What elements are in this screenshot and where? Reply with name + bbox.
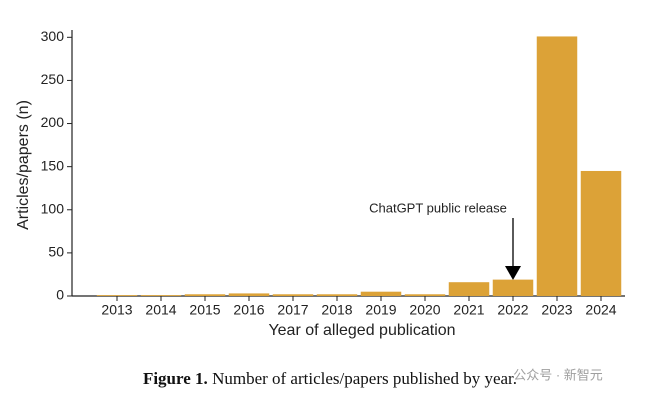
bar	[404, 294, 446, 296]
y-tick-label: 150	[41, 157, 65, 173]
x-tick-label: 2024	[585, 302, 616, 318]
y-tick-label: 0	[56, 287, 64, 303]
x-axis-title: Year of alleged publication	[268, 322, 455, 339]
caption-label: Figure 1.	[143, 369, 208, 388]
bar	[140, 295, 182, 296]
bar	[272, 294, 314, 296]
bar	[96, 295, 138, 296]
y-tick-label: 50	[48, 244, 64, 260]
caption-text: Number of articles/papers published by y…	[212, 369, 517, 388]
y-tick-label: 250	[41, 71, 65, 87]
x-tick-label: 2022	[497, 302, 528, 318]
x-tick-label: 2019	[365, 302, 396, 318]
x-tick-label: 2023	[541, 302, 572, 318]
x-tick-label: 2013	[101, 302, 132, 318]
y-tick-label: 100	[41, 200, 65, 216]
bar	[228, 293, 270, 296]
x-tick-label: 2015	[189, 302, 220, 318]
x-tick-label: 2021	[453, 302, 484, 318]
bar	[492, 279, 534, 296]
y-axis-title: Articles/papers (n)	[15, 100, 32, 230]
x-tick-label: 2020	[409, 302, 440, 318]
caption: Figure 1. Number of articles/papers publ…	[143, 369, 517, 388]
x-tick-label: 2014	[145, 302, 176, 318]
bar	[448, 282, 490, 296]
watermark: 公众号 · 新智元	[513, 367, 603, 382]
x-tick-label: 2018	[321, 302, 352, 318]
y-tick-label: 300	[41, 28, 65, 44]
y-tick-label: 200	[41, 114, 65, 130]
x-tick-label: 2016	[233, 302, 264, 318]
x-tick-label: 2017	[277, 302, 308, 318]
bar	[360, 291, 402, 296]
annotation-arrowhead	[505, 266, 521, 280]
bar	[536, 36, 578, 296]
bar	[184, 294, 226, 296]
bar	[316, 294, 358, 296]
bar	[580, 170, 622, 296]
annotation: ChatGPT public release	[369, 200, 507, 215]
